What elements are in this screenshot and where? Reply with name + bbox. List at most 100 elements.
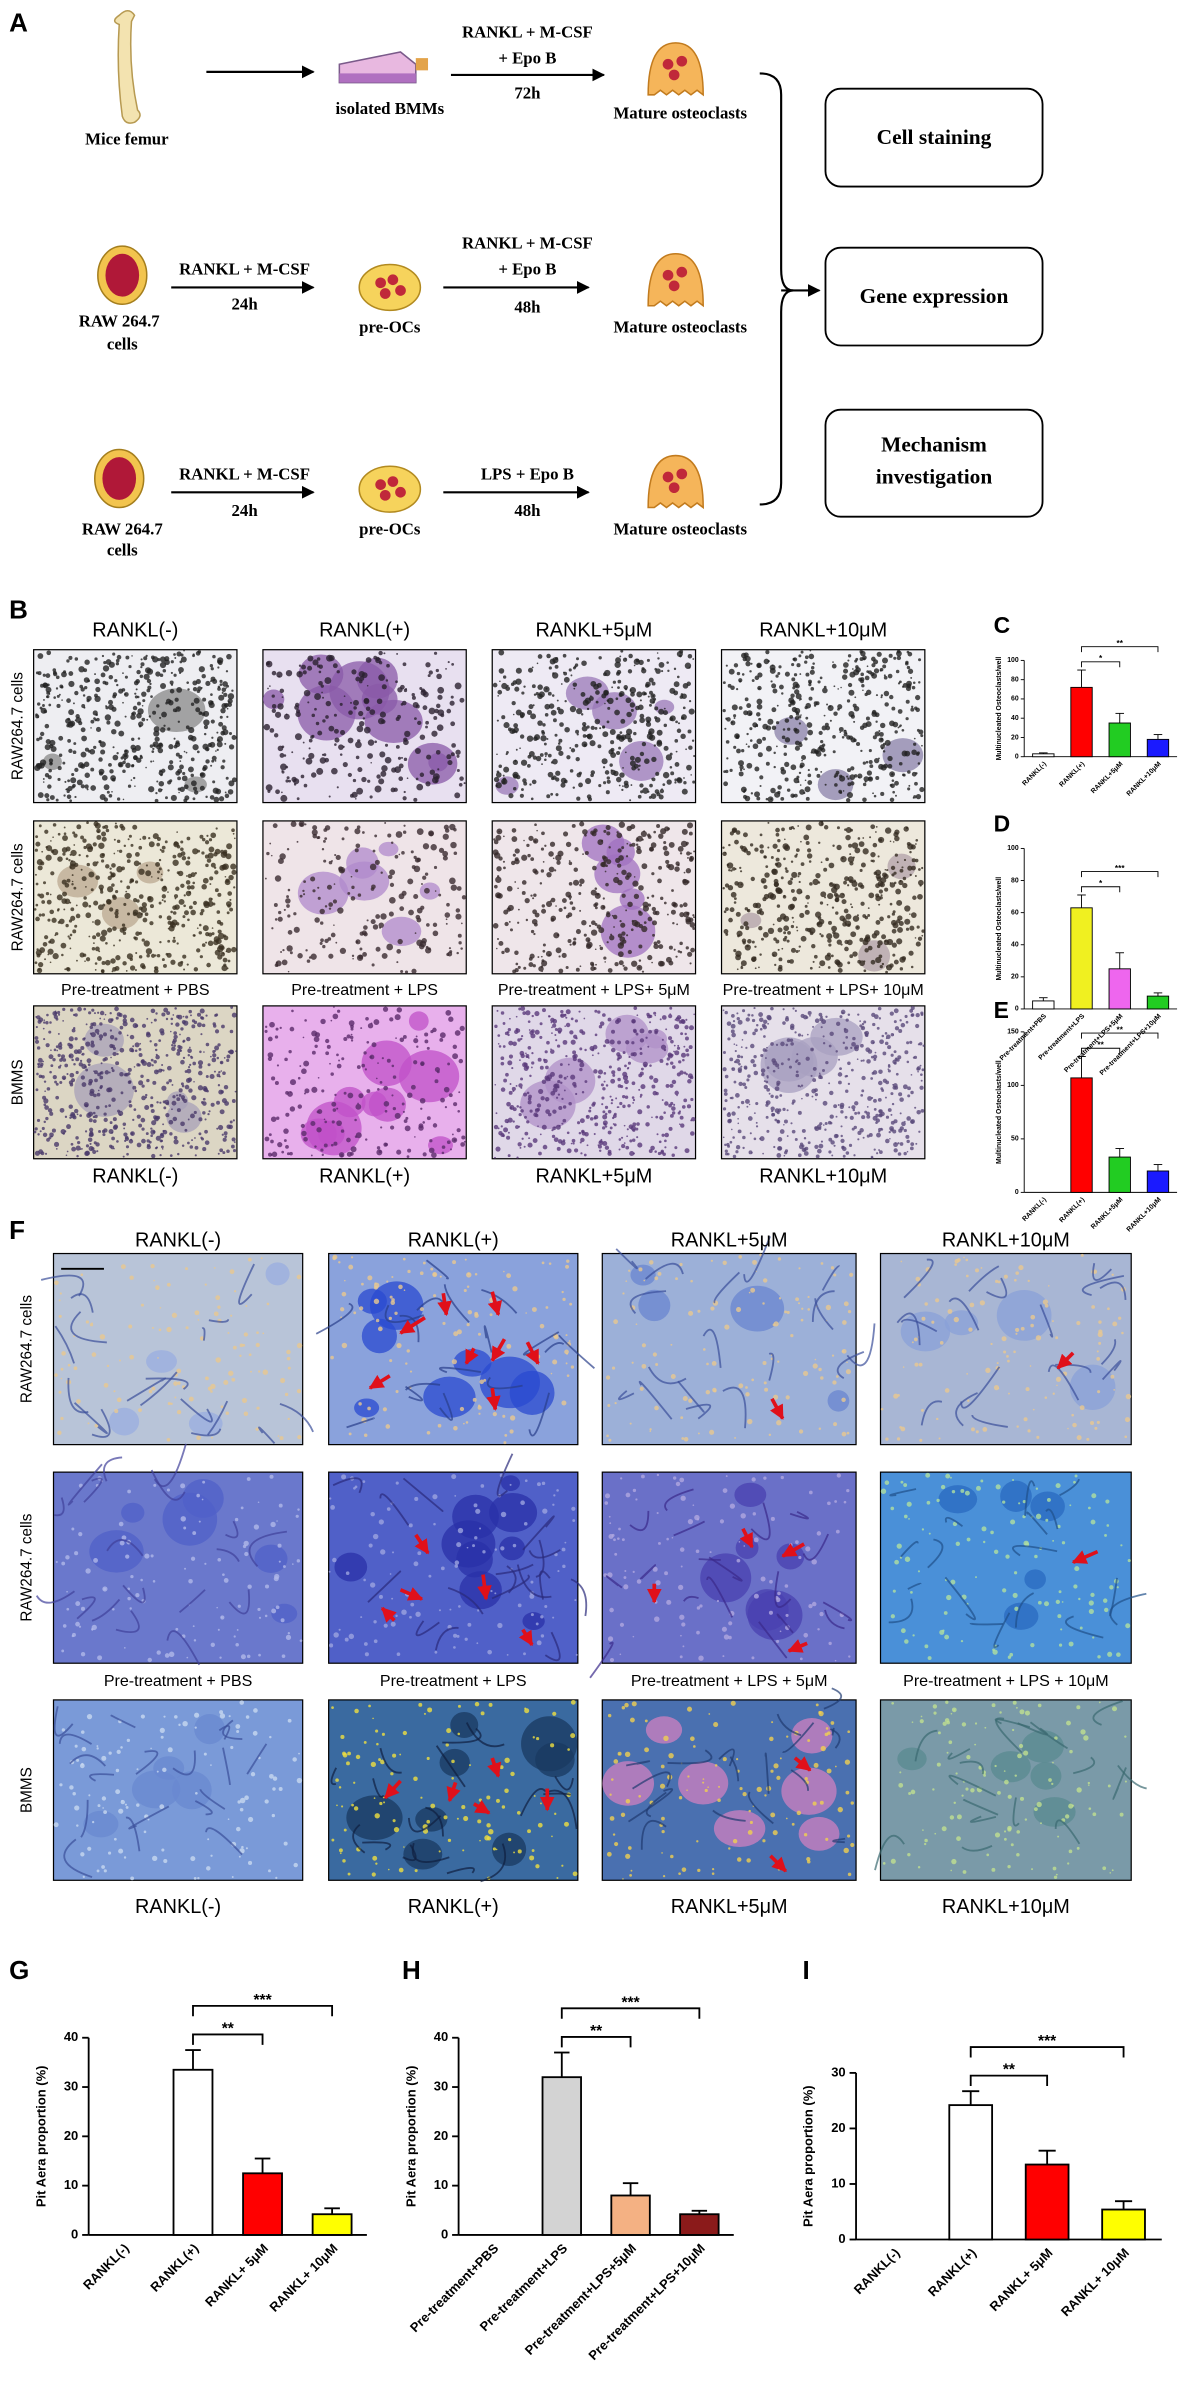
speck [331, 860, 333, 862]
speck [66, 878, 71, 883]
speck [123, 1127, 126, 1130]
speck [380, 913, 387, 920]
speck [658, 960, 664, 967]
speck [456, 754, 460, 758]
speck [728, 869, 731, 872]
speck [759, 849, 764, 854]
speck [603, 672, 607, 677]
speck [572, 879, 580, 886]
speck [68, 919, 73, 923]
speck [742, 790, 746, 793]
speck [168, 1119, 174, 1125]
speck [111, 790, 113, 793]
speck [395, 744, 400, 749]
speck [160, 1139, 164, 1143]
speck [610, 1102, 613, 1105]
speck [190, 735, 197, 742]
speck [171, 1046, 176, 1052]
speck [912, 895, 917, 900]
speck [367, 739, 375, 746]
speck [185, 880, 191, 885]
speck [612, 1114, 617, 1119]
speck [150, 1008, 156, 1014]
speck [917, 1070, 919, 1073]
speck [849, 853, 852, 856]
speck [138, 845, 143, 850]
speck [159, 848, 162, 851]
speck [347, 891, 351, 895]
speck [172, 1095, 176, 1099]
speck [735, 1145, 741, 1150]
speck [51, 1128, 56, 1133]
speck [83, 1102, 89, 1108]
speck [799, 784, 802, 786]
speck [57, 1010, 61, 1015]
speck [521, 854, 528, 861]
speck [728, 843, 731, 847]
speck [286, 776, 290, 780]
speck [533, 932, 536, 936]
speck [511, 729, 516, 734]
speck [872, 735, 877, 740]
speck [385, 679, 389, 682]
speck [234, 837, 236, 840]
speck [226, 707, 229, 710]
speck [548, 666, 552, 670]
speck [800, 840, 802, 843]
speck [875, 825, 878, 828]
speck [363, 932, 368, 937]
speck [132, 776, 136, 780]
speck [677, 846, 684, 852]
speck [791, 1129, 796, 1134]
speck [797, 1033, 802, 1037]
speck [90, 888, 94, 892]
speck [831, 886, 838, 894]
speck [88, 1111, 94, 1117]
speck [550, 897, 556, 903]
speck [857, 1013, 860, 1016]
speck [150, 1021, 153, 1024]
speck [359, 947, 363, 951]
speck [893, 1008, 899, 1014]
speck [741, 673, 745, 676]
speck [594, 892, 601, 899]
speck [679, 904, 684, 908]
speck [231, 828, 235, 833]
speck [522, 1011, 527, 1015]
speck [66, 788, 69, 791]
speck [223, 935, 229, 941]
speck [323, 753, 327, 757]
speck [168, 1079, 172, 1083]
speck [193, 1080, 195, 1083]
speck [893, 656, 897, 660]
speck [645, 1036, 648, 1039]
speck [893, 959, 899, 965]
speck [192, 934, 196, 937]
speck [226, 1149, 230, 1154]
speck [913, 737, 916, 740]
speck [429, 769, 436, 775]
speck [616, 1052, 621, 1057]
speck [285, 1144, 289, 1149]
speck [528, 1137, 531, 1140]
speck [99, 1084, 103, 1089]
speck [639, 1071, 644, 1076]
speck [562, 653, 567, 658]
speck [620, 1084, 624, 1089]
speck [514, 848, 520, 854]
speck [494, 852, 501, 859]
speck [82, 838, 87, 843]
speck [597, 1144, 602, 1149]
speck [575, 967, 580, 972]
speck [797, 1061, 801, 1066]
speck [393, 787, 398, 792]
speck [683, 871, 686, 874]
speck [456, 769, 460, 773]
speck [446, 1140, 451, 1145]
speck [436, 703, 441, 709]
speck [99, 1010, 105, 1016]
speck [300, 774, 305, 779]
speck [397, 756, 402, 760]
speck [831, 663, 837, 669]
speck [115, 658, 120, 663]
